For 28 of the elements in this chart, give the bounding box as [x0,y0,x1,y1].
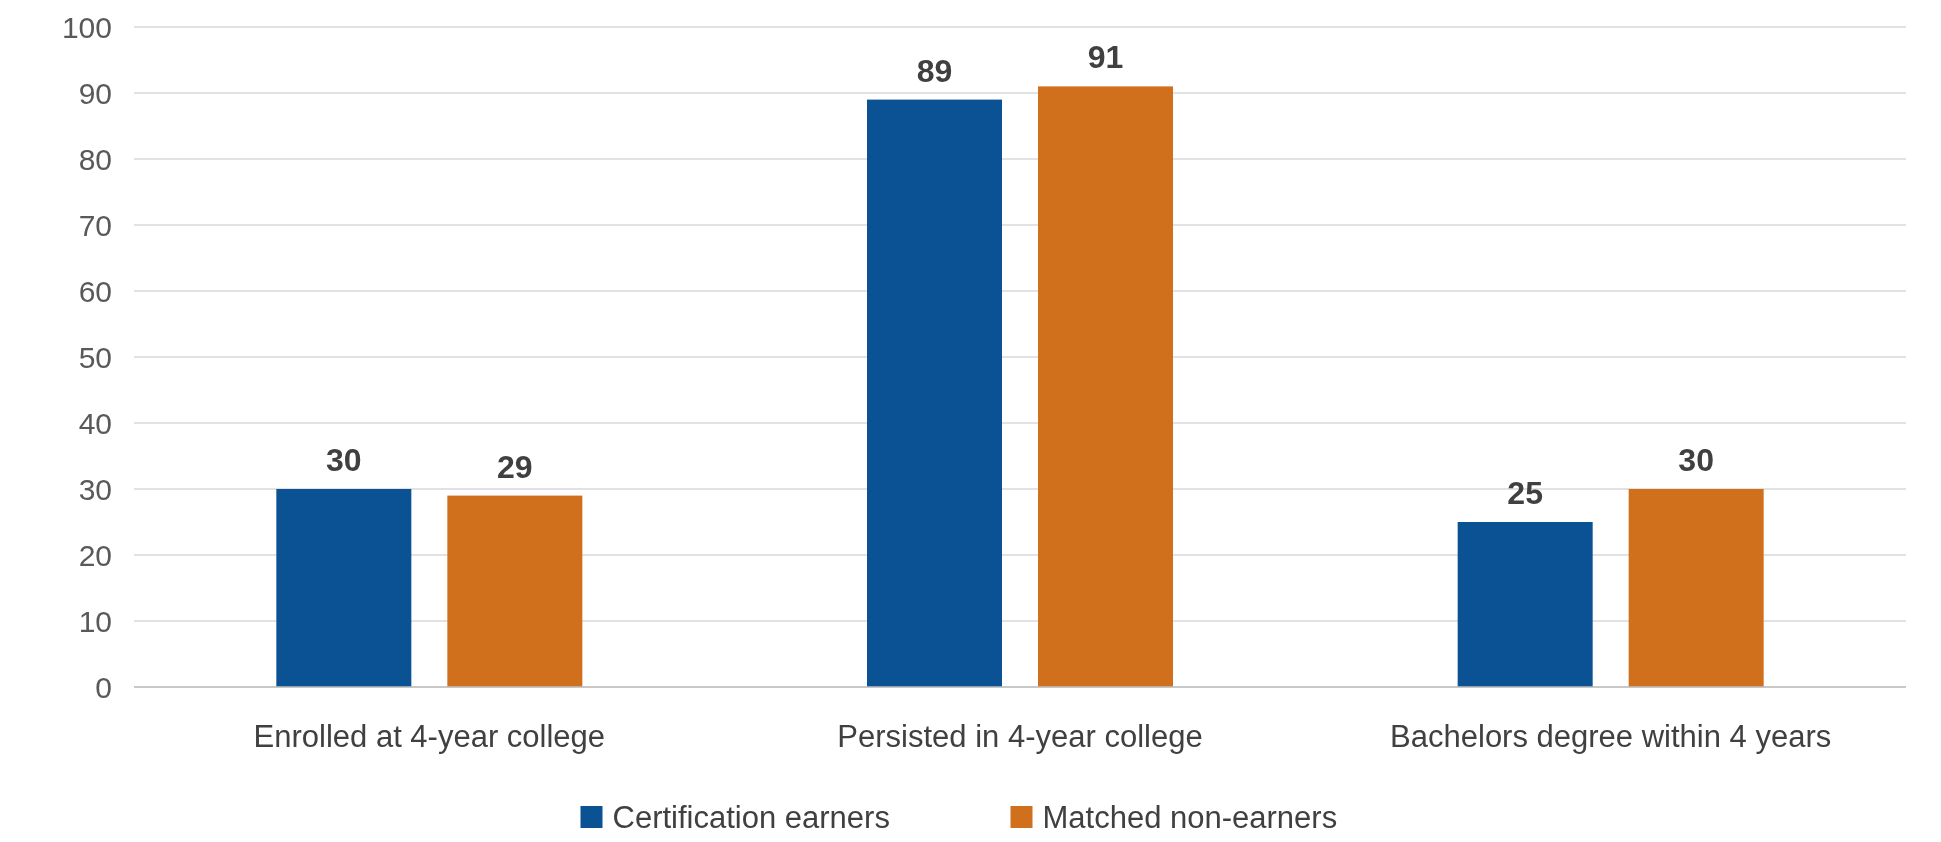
data-label: 30 [326,442,362,478]
x-tick-label: Enrolled at 4-year college [253,719,606,754]
bar [276,489,412,687]
bar [447,495,583,687]
data-label: 91 [1087,39,1124,76]
y-tick-label: 40 [78,406,112,440]
y-tick-label: 100 [61,10,112,44]
y-tick-label: 70 [78,208,112,242]
bar [1038,86,1173,687]
bar [867,99,1002,687]
y-tick-label: 10 [78,604,112,638]
x-tick-label: Bachelors degree within 4 years [1390,719,1832,754]
y-tick-label: 90 [78,76,112,110]
y-tick-label: 80 [78,142,112,176]
y-tick-label: 30 [78,472,112,506]
data-label: 89 [916,52,953,89]
y-tick-label: 0 [95,670,112,704]
x-tick-label: Persisted in 4-year college [837,719,1203,754]
bar [1628,489,1764,687]
y-tick-label: 50 [78,340,112,374]
bar [1457,522,1593,687]
y-tick-label: 60 [78,274,112,308]
y-tick-label: 20 [78,538,112,572]
data-label: 30 [1678,442,1714,478]
data-label: 29 [497,448,533,485]
legend-label: Certification earners [612,799,890,835]
data-label: 25 [1507,475,1543,511]
legend-label: Matched non-earners [1042,799,1338,835]
